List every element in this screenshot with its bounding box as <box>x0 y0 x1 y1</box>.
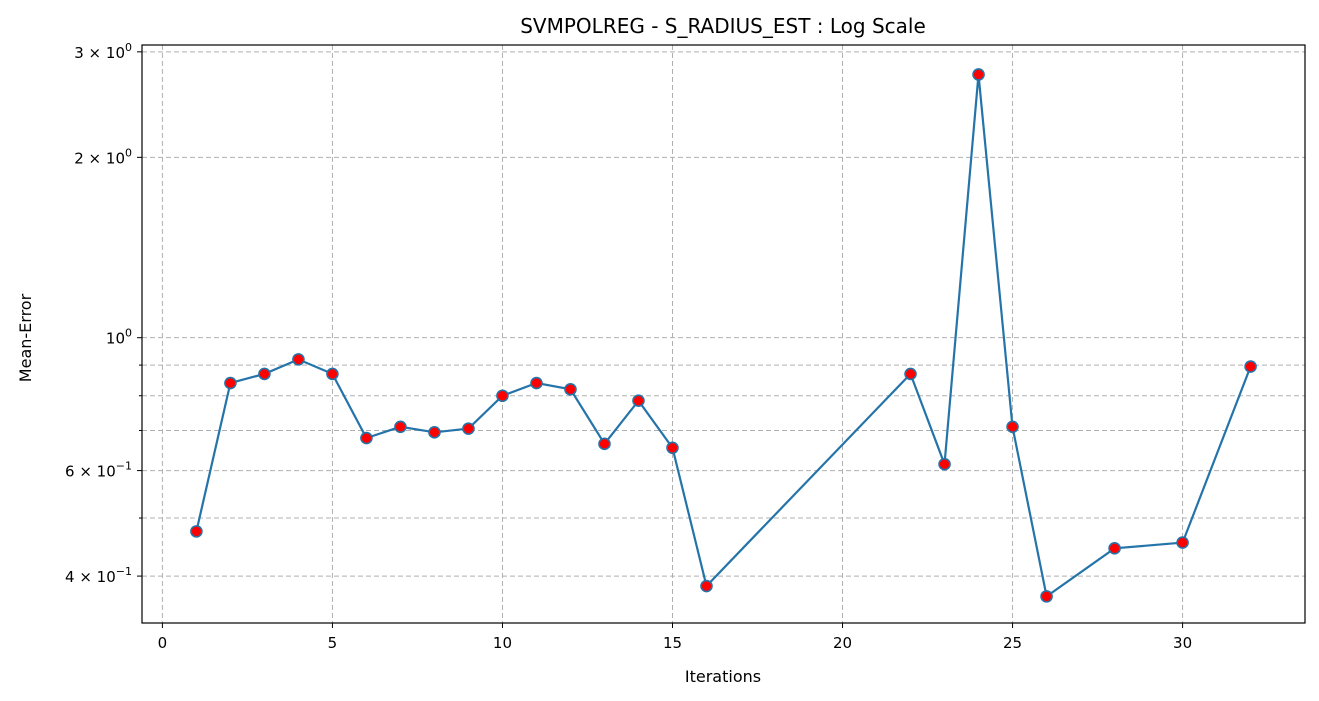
x-tick-label: 20 <box>833 634 852 652</box>
plot-frame <box>141 44 1306 624</box>
y-tick-label: 4 × 10−1 <box>65 565 132 586</box>
y-tick-label: 2 × 100 <box>74 146 132 167</box>
data-point <box>632 394 645 407</box>
data-point <box>1244 360 1257 373</box>
x-tick-label: 30 <box>1173 634 1192 652</box>
y-tick-label: 100 <box>106 327 132 348</box>
data-point <box>394 420 407 434</box>
x-tick-label: 0 <box>158 634 168 652</box>
x-axis-label: Iterations <box>685 667 761 686</box>
data-point <box>1040 590 1053 603</box>
data-point <box>360 431 373 445</box>
data-point <box>1006 420 1019 434</box>
data-point <box>598 437 611 451</box>
data-point <box>564 383 577 396</box>
chart-title: SVMPOLREG - S_RADIUS_EST : Log Scale <box>520 14 926 38</box>
series-layer <box>190 68 1257 603</box>
data-point <box>190 525 203 538</box>
data-point <box>904 367 917 381</box>
x-tick-label: 25 <box>1003 634 1022 652</box>
data-point <box>1108 542 1121 555</box>
x-tick-label: 10 <box>493 634 512 652</box>
data-point <box>326 367 339 381</box>
y-axis-label: Mean-Error <box>16 293 35 382</box>
data-point <box>666 441 679 455</box>
data-point <box>496 389 509 403</box>
x-tick-label: 5 <box>328 634 338 652</box>
data-point <box>462 422 475 435</box>
data-point <box>938 457 951 471</box>
data-point <box>1176 536 1189 549</box>
data-point <box>258 367 271 381</box>
data-point <box>972 68 985 81</box>
x-tick-label: 15 <box>663 634 682 652</box>
data-point <box>224 376 237 390</box>
data-point <box>700 579 713 593</box>
grid <box>142 45 1305 623</box>
data-point <box>292 353 305 366</box>
y-tick-label: 6 × 10−1 <box>65 460 132 481</box>
data-point <box>530 376 543 390</box>
y-tick-label: 3 × 100 <box>74 41 132 62</box>
data-point <box>428 426 441 439</box>
axis-ticks: 0 5 10 15 20 25 30 4 × 10−1 6 × 10−1 100 2 × 100 3 … <box>65 41 1192 652</box>
